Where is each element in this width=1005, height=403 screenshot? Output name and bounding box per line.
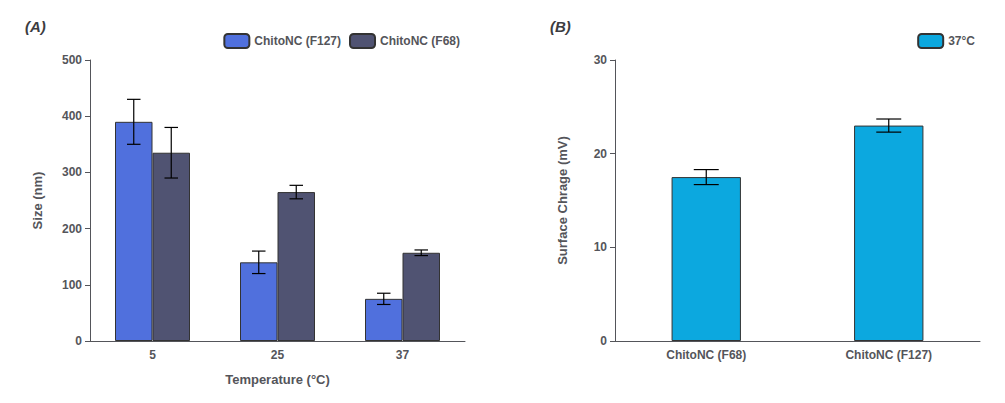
svg-text:(B): (B) xyxy=(550,18,571,35)
svg-text:0: 0 xyxy=(600,334,607,348)
svg-text:30: 30 xyxy=(594,53,608,67)
svg-text:25: 25 xyxy=(271,348,285,362)
svg-text:200: 200 xyxy=(62,222,82,236)
svg-text:500: 500 xyxy=(62,53,82,67)
svg-text:Size (nm): Size (nm) xyxy=(30,172,45,230)
svg-text:Temperature (°C): Temperature (°C) xyxy=(225,372,330,387)
svg-text:Surface Chrage (mV): Surface Chrage (mV) xyxy=(555,136,570,265)
svg-text:0: 0 xyxy=(75,334,82,348)
svg-text:5: 5 xyxy=(149,348,156,362)
svg-text:ChitoNC (F68): ChitoNC (F68) xyxy=(666,348,746,362)
svg-text:300: 300 xyxy=(62,165,82,179)
svg-text:400: 400 xyxy=(62,109,82,123)
svg-text:(A): (A) xyxy=(25,18,46,35)
svg-text:ChitoNC (F127): ChitoNC (F127) xyxy=(845,348,932,362)
svg-text:37°C: 37°C xyxy=(948,34,975,48)
svg-text:ChitoNC (F68): ChitoNC (F68) xyxy=(380,34,460,48)
svg-text:100: 100 xyxy=(62,278,82,292)
svg-text:ChitoNC (F127): ChitoNC (F127) xyxy=(254,34,341,48)
svg-text:37: 37 xyxy=(396,348,410,362)
svg-text:10: 10 xyxy=(594,240,608,254)
svg-text:20: 20 xyxy=(594,147,608,161)
